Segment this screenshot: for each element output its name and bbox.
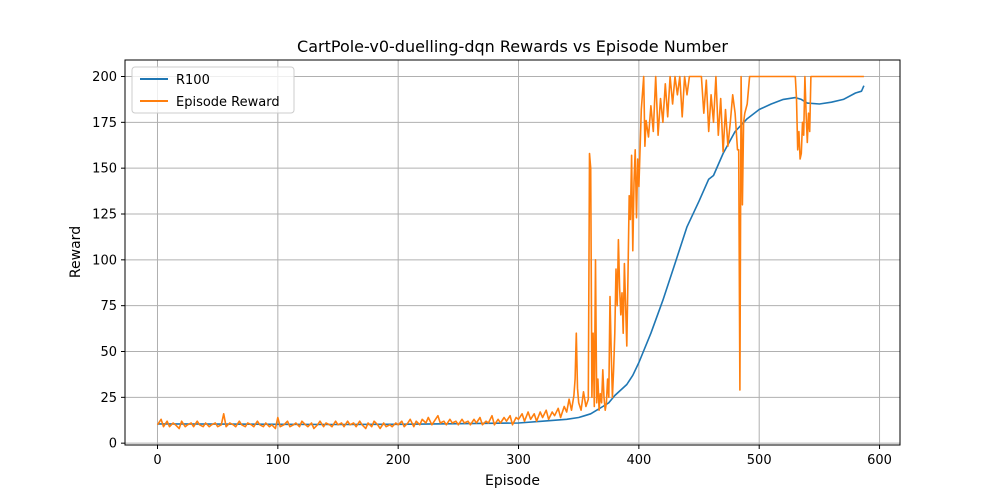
series-line-episode-reward: [156, 75, 864, 430]
y-tick-label: 125: [92, 208, 117, 223]
y-tick-label: 50: [100, 345, 117, 360]
legend-label: Episode Reward: [176, 95, 280, 110]
legend-label: R100: [176, 73, 210, 88]
grid-layer: [125, 60, 900, 445]
y-tick-label: 100: [92, 253, 117, 268]
y-tick-label: 150: [92, 162, 117, 177]
x-tick-label: 200: [386, 453, 411, 468]
plot-frame: [124, 59, 901, 446]
y-axis-label: Reward: [68, 226, 84, 278]
y-tick-label: 75: [100, 299, 117, 314]
y-tick-label: 25: [100, 391, 117, 406]
tick-layer: 0 100 200 300 400 500 600 0 25 50 75 100 125 150 175 20…: [92, 70, 892, 468]
plot-area: [125, 60, 900, 445]
legend-box: [131, 66, 295, 114]
x-tick-label: 400: [626, 453, 651, 468]
x-tick-label: 300: [506, 453, 531, 468]
chart-title: CartPole-v0-duelling-dqn Rewards vs Epis…: [297, 37, 728, 56]
y-tick-label: 200: [92, 70, 117, 85]
y-tick-label: 175: [92, 116, 117, 131]
x-tick-label: 500: [747, 453, 772, 468]
x-tick-label: 600: [867, 453, 892, 468]
legend: R100 Episode Reward: [131, 66, 295, 114]
y-tick-label: 0: [109, 437, 117, 452]
x-tick-label: 100: [265, 453, 290, 468]
x-tick-label: 0: [153, 453, 161, 468]
series-layer: [156, 75, 865, 430]
x-axis-label: Episode: [485, 473, 540, 489]
series-line-r100: [157, 85, 865, 426]
